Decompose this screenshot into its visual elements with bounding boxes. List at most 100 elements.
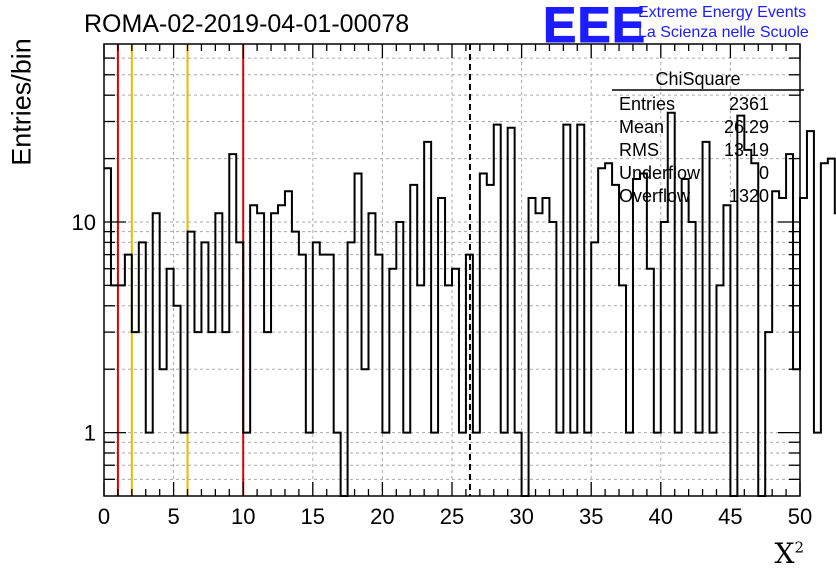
histogram-layer (104, 111, 836, 497)
histogram-step-line (104, 111, 836, 497)
stats-row-value: 13.19 (724, 140, 769, 160)
histogram-bin (299, 255, 306, 496)
histogram-bin (591, 242, 598, 496)
histogram-bin (508, 128, 515, 496)
histogram-bin (139, 242, 146, 496)
histogram-bin (814, 433, 821, 496)
histogram-bin (181, 433, 188, 496)
histogram-bin (111, 285, 118, 496)
histogram-bin (612, 185, 619, 496)
histogram-bin (807, 131, 814, 496)
x-tick-label: 45 (718, 504, 742, 529)
histogram-bin (661, 222, 668, 496)
histogram-bin (167, 269, 174, 496)
histogram-bin (334, 433, 341, 496)
x-axis-superscript: 2 (794, 538, 804, 557)
stats-title: ChiSquare (655, 69, 740, 89)
x-tick-label: 50 (788, 504, 812, 529)
histogram-bin (327, 255, 334, 496)
histogram-bin (710, 433, 717, 496)
histogram-bin (194, 332, 201, 496)
histogram-bin (375, 255, 382, 496)
x-axis-symbol: X (774, 537, 795, 570)
histogram-bin (278, 205, 285, 496)
stats-row-label: Mean (619, 117, 664, 137)
histogram-bin (222, 332, 229, 496)
histogram-bin (132, 332, 139, 496)
histogram-bin (633, 179, 640, 496)
histogram-bin (125, 255, 132, 496)
histogram-bin (417, 285, 424, 496)
histogram-bin (821, 163, 828, 496)
histogram-bin (229, 154, 236, 496)
histogram-bin (188, 232, 195, 496)
histogram-bin (536, 213, 543, 496)
histogram-bin (563, 125, 570, 496)
histogram-bin (264, 332, 271, 496)
histogram-bin (584, 433, 591, 496)
histogram-bin (626, 433, 633, 496)
histogram-bin (772, 191, 779, 496)
histogram-bin (438, 198, 445, 496)
histogram-bin (800, 198, 807, 496)
histogram-bin (556, 433, 563, 496)
stats-box: ChiSquare Entries 2361 Mean 26.29 RMS 13.19 Un… (612, 69, 804, 206)
histogram-bin (243, 433, 250, 496)
histogram-bin (208, 332, 215, 496)
histogram-bin (647, 269, 654, 496)
histogram-bin (654, 433, 661, 496)
histogram-bin (515, 433, 522, 496)
histogram-bin (201, 242, 208, 496)
x-tick-label: 40 (649, 504, 673, 529)
histogram-bin (250, 205, 257, 496)
axis-ticks-layer: 0 5 10 15 20 25 30 35 40 45 50 1 10 (72, 44, 812, 529)
histogram-bin (313, 242, 320, 496)
histogram-bin (682, 179, 689, 496)
histogram-bin (675, 433, 682, 496)
histogram-bin (501, 433, 508, 496)
histogram-bin (487, 185, 494, 496)
x-tick-label: 35 (579, 504, 603, 529)
y-tick-label: 10 (72, 210, 96, 235)
histogram-bin (494, 125, 501, 496)
histogram-bin (306, 433, 313, 496)
histogram-bin (431, 433, 438, 496)
histogram-bin (723, 205, 730, 496)
histogram-bin (389, 269, 396, 496)
histogram-bin (382, 433, 389, 496)
histogram-bin (696, 433, 703, 496)
histogram-bin (828, 159, 835, 496)
x-tick-label: 10 (231, 504, 255, 529)
stats-row-value: 1320 (729, 186, 769, 206)
x-tick-label: 0 (98, 504, 110, 529)
run-title: ROMA-02-2019-04-01-00078 (84, 10, 410, 38)
histogram-bin (292, 232, 299, 496)
histogram-bin (445, 285, 452, 496)
x-tick-label: 20 (370, 504, 394, 529)
histogram-bin (320, 255, 327, 496)
stats-row-value: 26.29 (724, 117, 769, 137)
stats-row-label: Overflow (619, 186, 691, 206)
histogram-bin (751, 163, 758, 496)
histogram-bin (362, 369, 369, 496)
histogram-bin (577, 125, 584, 496)
histogram-bin (355, 173, 362, 496)
histogram-bin (779, 198, 786, 496)
histogram-bin (570, 433, 577, 496)
histogram-bin (529, 198, 536, 496)
histogram-bin (368, 213, 375, 496)
grid-layer (103, 44, 801, 496)
y-tick-label: 1 (84, 421, 96, 446)
x-tick-label: 30 (509, 504, 533, 529)
histogram-bin (160, 369, 167, 496)
eee-logo: EEE Extreme Energy Events La Scienza nel… (542, 0, 836, 54)
histogram-bin (118, 285, 125, 496)
histogram-bin (689, 222, 696, 496)
x-axis-title: X2 (775, 537, 804, 570)
histogram-bin (424, 142, 431, 496)
histogram-bin (480, 173, 487, 496)
histogram-bin (348, 242, 355, 496)
histogram-bin (716, 285, 723, 496)
